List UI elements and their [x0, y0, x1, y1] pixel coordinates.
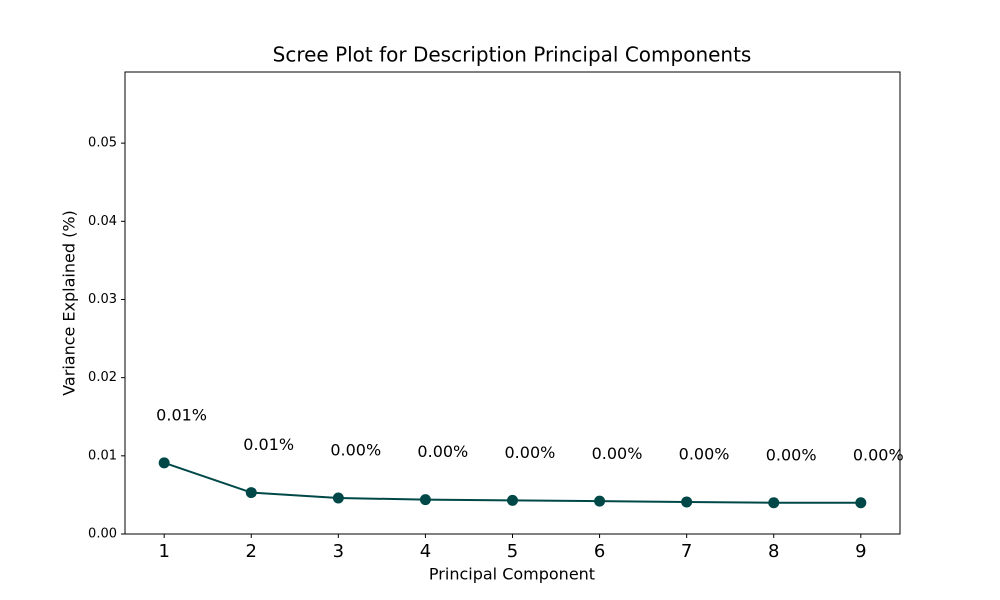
point	[158, 457, 170, 469]
point	[681, 496, 693, 508]
x-tick-label: 3	[333, 541, 344, 562]
y-tick-label: 0.00	[88, 527, 117, 542]
y-axis-label: Variance Explained (%)	[60, 210, 79, 396]
value-label: 0.00%	[330, 441, 381, 460]
point	[768, 497, 780, 509]
x-tick-label: 8	[768, 541, 779, 562]
y-tick-label: 0.05	[88, 136, 117, 151]
y-tick-label: 0.01	[88, 448, 117, 463]
value-label: 0.00%	[766, 445, 817, 464]
y-tick-label: 0.02	[88, 370, 117, 385]
value-label: 0.01%	[156, 405, 207, 424]
value-label: 0.00%	[417, 442, 468, 461]
value-label: 0.00%	[505, 443, 556, 462]
point	[855, 497, 867, 509]
x-tick-label: 2	[246, 541, 257, 562]
x-tick-label: 9	[855, 541, 866, 562]
x-tick-label: 6	[594, 541, 605, 562]
x-tick-label: 7	[681, 541, 692, 562]
value-label: 0.00%	[853, 445, 904, 464]
chart-title: Scree Plot for Description Principal Com…	[273, 43, 752, 67]
value-label: 0.01%	[243, 435, 294, 454]
value-label: 0.00%	[679, 445, 730, 464]
point	[507, 494, 518, 506]
point	[332, 492, 344, 504]
x-axis-label: Principal Component	[429, 565, 595, 584]
x-tick-label: 1	[158, 541, 169, 562]
y-tick-label: 0.04	[88, 214, 117, 229]
plot-area	[158, 457, 867, 509]
y-tick-label: 0.03	[88, 292, 117, 307]
point	[419, 494, 431, 506]
point	[594, 495, 606, 507]
value-label: 0.00%	[592, 444, 643, 463]
x-tick-label: 4	[420, 541, 431, 562]
point	[245, 487, 257, 499]
plot-frame	[124, 71, 901, 535]
x-tick-label: 5	[507, 541, 518, 562]
